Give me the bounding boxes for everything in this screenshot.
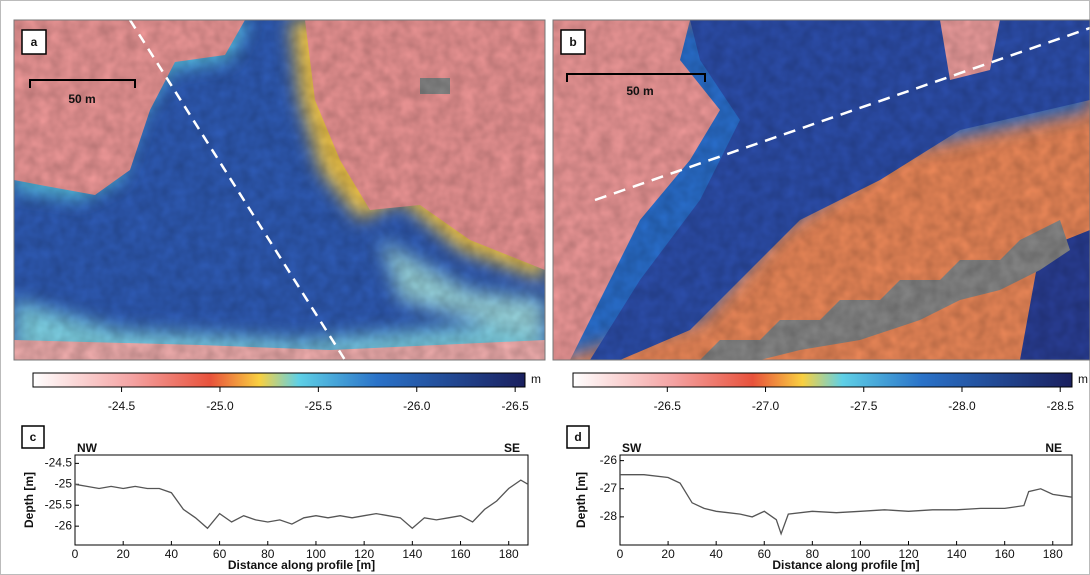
x-axis-label: Distance along profile [m]	[228, 558, 375, 572]
y-tick-label: -26	[55, 518, 73, 532]
x-tick-label: 20	[117, 547, 131, 561]
x-tick-label: 40	[165, 547, 179, 561]
x-tick-label: 180	[499, 547, 519, 561]
end-label: NE	[1045, 441, 1062, 455]
map-b	[553, 20, 1090, 360]
x-tick-label: 180	[1043, 547, 1063, 561]
plot-area	[75, 455, 528, 545]
colorbar-tick-label: -27.5	[850, 399, 878, 413]
x-tick-label: 60	[758, 547, 772, 561]
panel-label: d	[574, 430, 581, 444]
x-tick-label: 140	[402, 547, 422, 561]
end-label: SE	[504, 441, 520, 455]
colorbar-unit: m	[1078, 372, 1088, 386]
y-tick-label: -25	[55, 476, 73, 490]
panel-label: c	[30, 430, 37, 444]
figure: 50 m 50 m a b c d m -24.5 -25.0 -25.5 -26.0 -…	[0, 0, 1090, 575]
colorbar-tick-label: -28.0	[948, 399, 976, 413]
x-tick-label: 20	[661, 547, 675, 561]
colorbar-tick-label: -25.5	[305, 399, 333, 413]
y-tick-label: -27	[600, 481, 618, 495]
y-axis-label: Depth [m]	[22, 472, 36, 528]
colorbar-tick-label: -25.0	[206, 399, 234, 413]
x-tick-label: 40	[709, 547, 723, 561]
colorbar-tick-label: -26.5	[654, 399, 682, 413]
y-tick-label: -24.5	[45, 456, 73, 470]
x-tick-label: 60	[213, 547, 227, 561]
scale-bar-label: 50 m	[626, 84, 653, 98]
colorbar	[573, 373, 1072, 387]
x-tick-label: 0	[72, 547, 79, 561]
y-tick-label: -28	[600, 509, 618, 523]
colorbar-tick-label: -24.5	[108, 399, 136, 413]
x-tick-label: 160	[995, 547, 1015, 561]
x-tick-label: 0	[617, 547, 624, 561]
plot-area	[620, 455, 1072, 545]
colorbar-tick-label: -26.0	[403, 399, 431, 413]
colorbar-tick-label: -26.5	[501, 399, 529, 413]
x-axis-label: Distance along profile [m]	[772, 558, 919, 572]
x-tick-label: 160	[451, 547, 471, 561]
map-a	[14, 20, 545, 360]
colorbar-unit: m	[531, 372, 541, 386]
colorbar-tick-label: -27.0	[752, 399, 780, 413]
colorbar	[33, 373, 525, 387]
panel-label: a	[31, 35, 38, 49]
y-tick-label: -26	[600, 453, 618, 467]
colorbar-tick-label: -28.5	[1047, 399, 1075, 413]
start-label: SW	[622, 441, 642, 455]
start-label: NW	[77, 441, 98, 455]
panel-label: b	[569, 35, 576, 49]
y-axis-label: Depth [m]	[574, 472, 588, 528]
x-tick-label: 140	[947, 547, 967, 561]
scale-bar-label: 50 m	[68, 92, 95, 106]
y-tick-label: -25.5	[45, 497, 73, 511]
